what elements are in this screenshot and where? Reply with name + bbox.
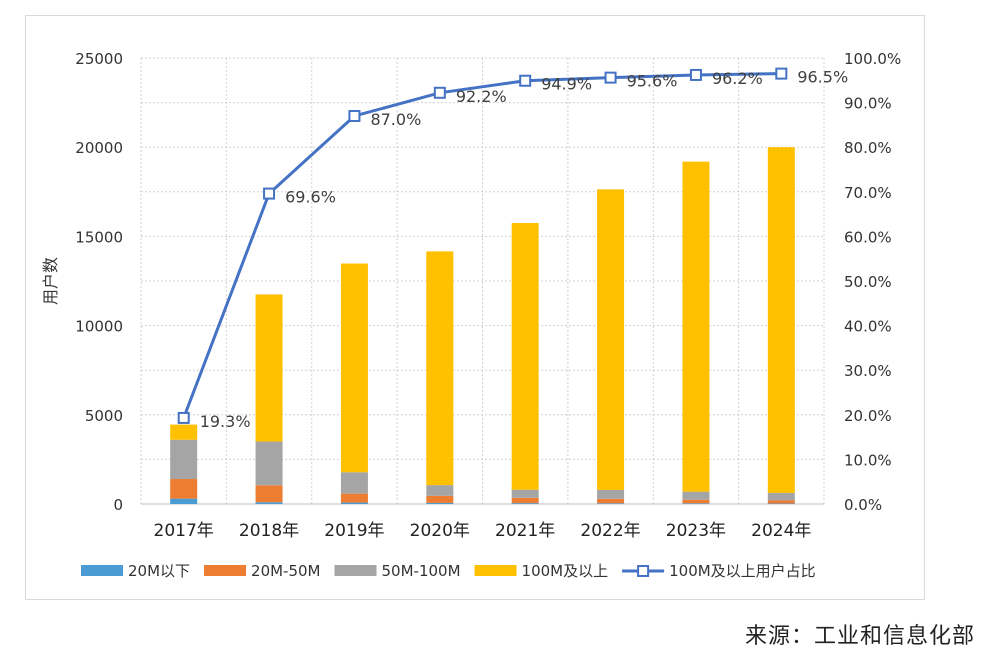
- line-marker: [519, 74, 532, 87]
- bar-segment: [170, 479, 198, 499]
- bar-segment: [682, 161, 710, 492]
- bar-segment: [255, 485, 283, 503]
- legend-label: 50M-100M: [382, 562, 461, 580]
- bar-segment: [767, 503, 795, 504]
- legend-line-marker: [637, 565, 650, 577]
- y2-tick-label: 100.0%: [844, 50, 901, 68]
- legend-label: 20M以下: [128, 562, 190, 580]
- line-marker: [348, 109, 361, 122]
- bar-segment: [767, 492, 795, 501]
- bar-segment: [597, 189, 625, 490]
- bar-segment: [426, 485, 454, 496]
- legend-swatch: [81, 565, 123, 576]
- y2-tick-label: 50.0%: [844, 273, 892, 291]
- y2-tick-label: 20.0%: [844, 407, 892, 425]
- bar-segment: [426, 502, 454, 504]
- data-label: 92.2%: [456, 87, 507, 106]
- line-marker: [775, 67, 788, 80]
- bar-segment: [511, 223, 539, 490]
- y-tick-label: 10000: [75, 318, 123, 336]
- data-label: 19.3%: [200, 412, 251, 431]
- y2-tick-label: 90.0%: [844, 95, 892, 113]
- y-axis-title: 用户数: [41, 257, 60, 305]
- bar-segment: [170, 424, 198, 440]
- legend-label: 100M及以上用户占比: [669, 562, 816, 580]
- bar-segment: [767, 500, 795, 504]
- bar-segment: [255, 502, 283, 504]
- bar-segment: [170, 439, 198, 480]
- bar-segment: [340, 502, 368, 504]
- line-marker: [177, 411, 190, 424]
- bar-segment: [597, 498, 625, 504]
- legend-label: 100M及以上: [522, 562, 609, 580]
- y2-tick-label: 10.0%: [844, 451, 892, 469]
- bar-segment: [597, 503, 625, 504]
- x-tick-label: 2020年: [410, 521, 470, 541]
- data-label: 69.6%: [285, 188, 336, 207]
- bar-segment: [767, 147, 795, 493]
- legend-label: 20M-50M: [251, 562, 320, 580]
- bar-segment: [255, 441, 283, 486]
- legend-swatch: [204, 565, 247, 576]
- bar-segment: [682, 499, 710, 504]
- y2-tick-label: 70.0%: [844, 184, 892, 202]
- bar-segment: [340, 472, 368, 494]
- y2-tick-label: 40.0%: [844, 318, 892, 336]
- y-tick-label: 25000: [75, 50, 123, 68]
- bar-segment: [340, 493, 368, 503]
- y2-tick-label: 30.0%: [844, 362, 892, 380]
- bar-segment: [682, 491, 710, 500]
- y2-tick-label: 60.0%: [844, 228, 892, 246]
- data-label: 94.9%: [541, 75, 592, 94]
- line-series-path: [182, 72, 782, 419]
- data-label: 96.2%: [712, 69, 763, 88]
- bar-segment: [511, 497, 539, 504]
- data-label: 95.6%: [627, 72, 678, 91]
- bar-segment: [682, 503, 710, 504]
- chart-svg: 0 5000 10000 15000 20000 25000 0.0% 10.0% 20.0% 3…: [41, 50, 901, 580]
- data-label: 96.5%: [797, 68, 848, 87]
- bar-segment: [426, 495, 454, 503]
- data-label: 87.0%: [370, 110, 421, 129]
- line-marker: [689, 68, 702, 81]
- x-tick-label: 2023年: [666, 521, 726, 541]
- x-tick-label: 2017年: [154, 521, 214, 541]
- y-tick-label: 20000: [75, 139, 123, 157]
- y-tick-label: 0: [113, 496, 123, 514]
- y-tick-label: 5000: [85, 407, 123, 425]
- x-tick-label: 2019年: [324, 521, 384, 541]
- bar-segment: [255, 294, 283, 442]
- x-tick-label: 2024年: [751, 521, 811, 541]
- bar-segment: [426, 251, 454, 486]
- x-tick-label: 2022年: [580, 521, 640, 541]
- line-marker: [263, 187, 276, 200]
- y-tick-label: 15000: [75, 228, 123, 246]
- y2-tick-label: 0.0%: [844, 496, 882, 514]
- source-note: 来源：工业和信息化部: [744, 624, 975, 649]
- line-marker: [604, 71, 617, 84]
- x-tick-label: 2021年: [495, 521, 555, 541]
- line-marker: [433, 86, 446, 99]
- legend-swatch: [474, 565, 517, 576]
- x-tick-label: 2018年: [239, 521, 299, 541]
- bar-segment: [340, 263, 368, 473]
- legend-swatch: [334, 565, 377, 576]
- bar-segment: [511, 489, 539, 498]
- bar-segment: [170, 498, 198, 504]
- bar-segment: [511, 503, 539, 504]
- y2-tick-label: 80.0%: [844, 139, 892, 157]
- bar-segment: [597, 489, 625, 499]
- chart-frame: 0 5000 10000 15000 20000 25000 0.0% 10.0% 20.0% 3…: [25, 15, 925, 600]
